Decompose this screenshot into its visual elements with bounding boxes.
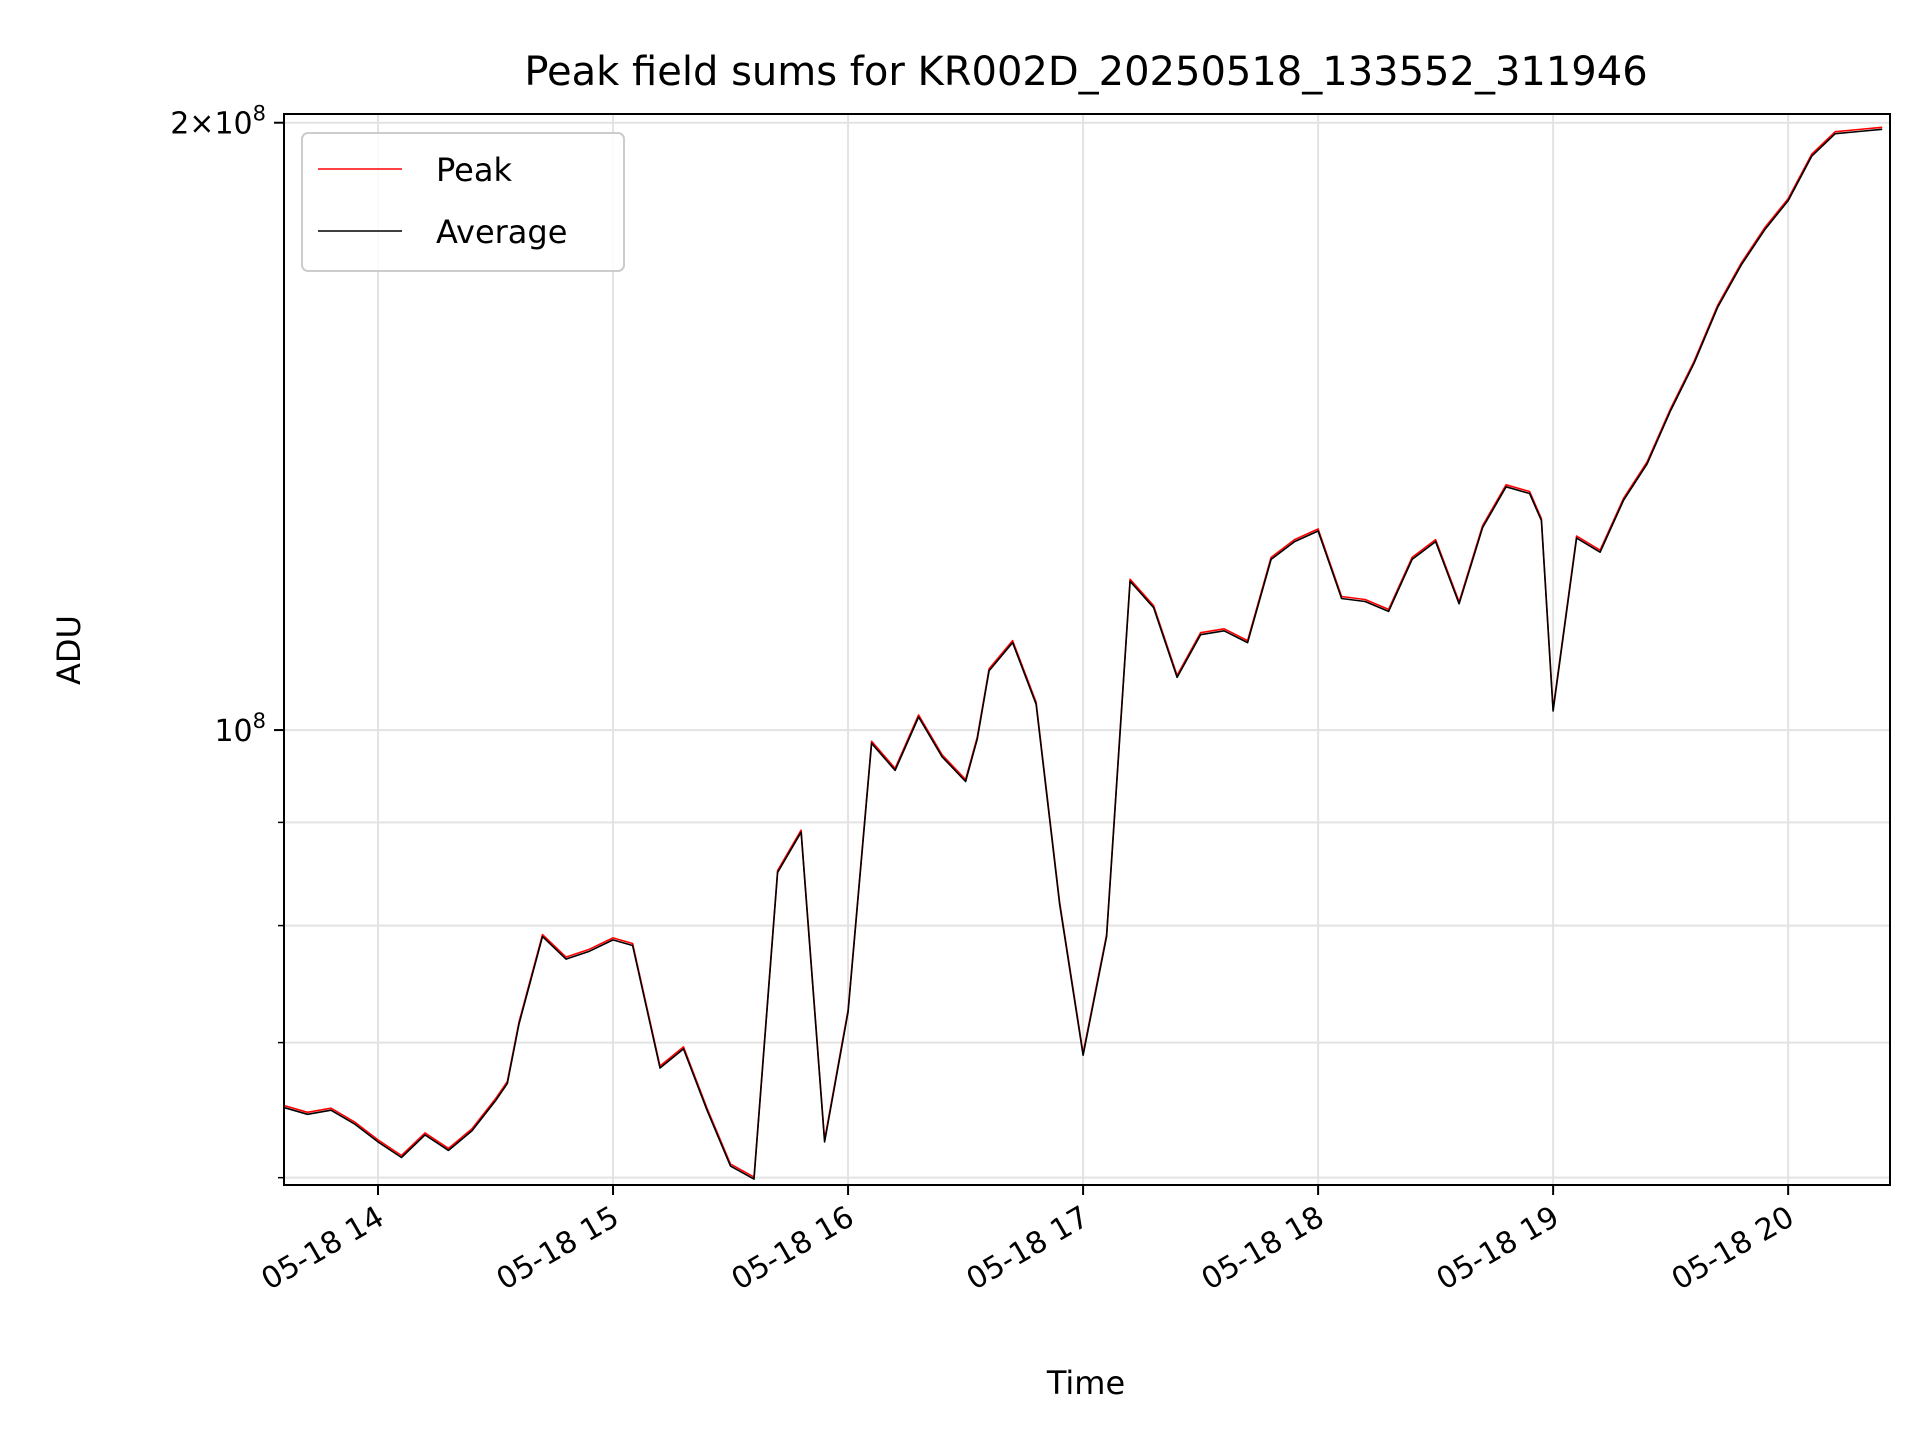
- series-line-average: [284, 128, 1883, 1180]
- y-tick-label: 108: [214, 709, 266, 749]
- legend: Peak Average: [301, 132, 625, 272]
- x-axis-label: Time: [1046, 1364, 1125, 1402]
- legend-label-peak: Peak: [436, 151, 512, 189]
- plot-frame: [283, 113, 1891, 1186]
- y-tick-label: 2×108: [170, 102, 266, 142]
- legend-label-average: Average: [436, 213, 567, 251]
- chart-title: Peak field sums for KR002D_20250518_1335…: [524, 49, 1647, 95]
- series-layer: [284, 126, 1883, 1180]
- legend-box: [301, 132, 625, 272]
- grid-layer: [284, 114, 1890, 1185]
- y-axis-label: ADU: [50, 615, 88, 685]
